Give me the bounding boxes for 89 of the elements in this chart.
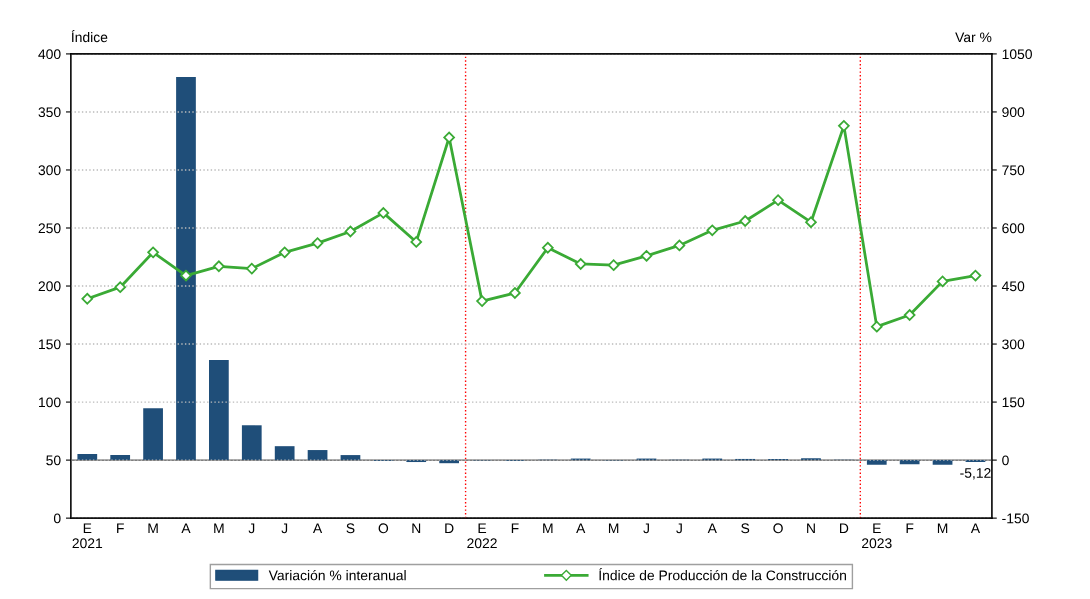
y-tick-label: 250: [38, 223, 61, 234]
point: [673, 239, 686, 252]
y-tick-label: 300: [38, 165, 61, 176]
x-tick-label: O: [773, 523, 783, 534]
point: [838, 120, 850, 132]
x-tick-label: F: [117, 523, 124, 534]
point: [476, 295, 488, 307]
point: [574, 258, 587, 270]
x-tick-label: F: [906, 523, 914, 534]
y2-tick-label: 300: [1002, 339, 1025, 350]
x-tick-label: A: [970, 523, 981, 534]
bar: [209, 359, 229, 461]
y-tick-label: 0: [53, 513, 61, 524]
x-tick-label: N: [412, 523, 421, 534]
point: [81, 292, 94, 305]
x-tick-label: J: [248, 523, 255, 534]
y-tick-label: 200: [38, 281, 61, 292]
y2-tick-label: 150: [1002, 397, 1025, 408]
x-tick-label: M: [608, 523, 619, 534]
x-tick-label: A: [707, 523, 717, 534]
x-tick-label: S: [741, 523, 750, 534]
point: [805, 216, 817, 229]
bar: [110, 455, 131, 461]
x-tick-label: A: [312, 523, 323, 534]
legend-label: Variación % interanual: [268, 569, 406, 581]
point: [903, 309, 916, 321]
point: [870, 320, 883, 333]
point: [245, 262, 258, 275]
point: [278, 246, 291, 259]
y2-tick-label: 900: [1002, 107, 1025, 118]
y2-tick-label: 0: [1002, 455, 1009, 466]
data-label: -5,12: [960, 468, 991, 480]
point: [739, 215, 752, 227]
x-tick-label: D: [840, 523, 849, 534]
y2-tick-label: 750: [1002, 165, 1025, 176]
point: [969, 269, 982, 282]
bar: [176, 77, 196, 461]
x-tick-label: E 2021: [72, 523, 103, 549]
bar: [307, 450, 328, 461]
point: [377, 207, 390, 219]
point: [410, 236, 423, 248]
x-tick-label: A: [181, 523, 191, 534]
point: [772, 194, 784, 206]
point: [640, 250, 653, 262]
x-tick-label: D: [445, 523, 454, 534]
point: [213, 260, 225, 273]
bar: [932, 460, 953, 465]
point: [443, 131, 455, 144]
point: [509, 287, 521, 299]
x-tick-label: S: [346, 523, 355, 534]
x-tick-label: J: [676, 523, 682, 534]
point: [936, 275, 949, 288]
x-tick-label: E 2022: [467, 523, 497, 549]
x-tick-label: O: [378, 523, 389, 534]
point: [114, 281, 127, 293]
point: [607, 259, 620, 271]
bar: [866, 460, 887, 465]
y-tick-label: 50: [46, 455, 61, 466]
x-tick-label: M: [543, 523, 553, 534]
x-tick-label: J: [281, 523, 288, 534]
y-tick-label: 150: [39, 339, 61, 350]
y-axis-title: Índice: [71, 30, 108, 43]
bar: [241, 425, 262, 461]
x-tick-label: M: [937, 523, 948, 534]
point: [706, 224, 719, 237]
y2-axis-title: Var %: [955, 32, 992, 43]
point: [542, 241, 554, 254]
y-tick-label: 400: [38, 49, 61, 60]
point: [311, 237, 324, 249]
y-tick-label: 100: [39, 397, 61, 408]
x-tick-label: A: [576, 523, 586, 534]
x-tick-label: M: [214, 523, 224, 534]
x-tick-label: E 2023: [862, 523, 892, 549]
y2-tick-label: 600: [1002, 223, 1025, 234]
x-tick-label: J: [643, 523, 649, 534]
y2-tick-label: 1050: [1002, 49, 1032, 60]
y2-tick-label: -150: [1002, 513, 1029, 524]
y-tick-label: 350: [38, 107, 61, 118]
bar: [77, 453, 98, 461]
x-tick-label: N: [807, 523, 815, 534]
point: [344, 225, 357, 238]
bar: [143, 408, 163, 461]
x-tick-label: M: [148, 523, 158, 534]
point: [180, 269, 192, 282]
point: [147, 246, 159, 259]
y2-tick-label: 450: [1001, 281, 1025, 292]
x-tick-label: F: [511, 523, 519, 534]
legend-label: Índice de Producción de la Construcción: [599, 568, 846, 581]
bar: [274, 446, 295, 461]
